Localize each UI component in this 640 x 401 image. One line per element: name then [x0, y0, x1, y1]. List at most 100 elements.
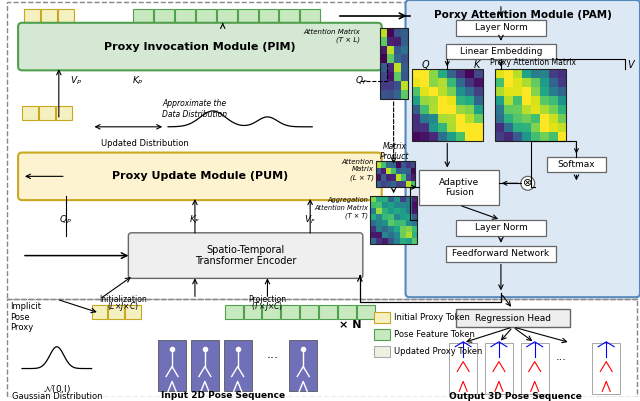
Bar — [557, 114, 566, 123]
Bar — [446, 246, 556, 261]
Bar — [58, 9, 74, 23]
Bar — [394, 28, 401, 36]
Bar — [447, 132, 456, 141]
Bar — [394, 220, 399, 226]
Bar — [394, 202, 399, 208]
Bar — [380, 28, 408, 99]
Bar — [41, 9, 57, 23]
Bar — [7, 299, 637, 397]
FancyBboxPatch shape — [406, 0, 640, 297]
Bar — [401, 181, 406, 187]
Bar — [412, 78, 420, 87]
Bar — [390, 174, 396, 181]
Bar — [380, 72, 387, 81]
Bar — [387, 36, 394, 46]
Bar — [399, 196, 406, 202]
FancyBboxPatch shape — [129, 233, 363, 278]
Bar — [522, 132, 531, 141]
Bar — [474, 69, 483, 78]
Bar — [495, 96, 504, 105]
Bar — [420, 78, 429, 87]
Bar — [465, 123, 474, 132]
Bar — [406, 232, 412, 238]
Bar — [447, 69, 456, 78]
Text: Updated Distribution: Updated Distribution — [101, 139, 189, 148]
Bar — [522, 123, 531, 132]
Bar — [387, 63, 394, 72]
Bar — [495, 132, 504, 141]
Text: $Q_P$: $Q_P$ — [60, 214, 72, 226]
Bar — [548, 69, 557, 78]
Text: Attention Matrix: Attention Matrix — [303, 29, 360, 35]
Bar — [406, 238, 412, 244]
Bar — [388, 220, 394, 226]
Bar — [513, 69, 522, 78]
Bar — [412, 238, 417, 244]
Bar — [396, 162, 401, 168]
Bar — [412, 220, 417, 226]
Bar — [465, 114, 474, 123]
Bar — [513, 114, 522, 123]
Bar — [376, 232, 381, 238]
Bar — [376, 162, 415, 187]
Bar — [548, 105, 557, 114]
Bar — [410, 162, 415, 168]
Bar — [388, 232, 394, 238]
Bar — [386, 162, 390, 168]
Text: $(T × J × C)$: $(T × J × C)$ — [252, 300, 284, 313]
Bar — [438, 78, 447, 87]
Bar — [387, 55, 394, 63]
Text: $Q_F$: $Q_F$ — [355, 75, 368, 87]
Bar — [465, 78, 474, 87]
Bar — [386, 181, 390, 187]
Bar — [154, 9, 174, 23]
Bar — [300, 9, 320, 23]
Bar — [429, 69, 438, 78]
Bar — [429, 105, 438, 114]
Bar — [394, 63, 401, 72]
Bar — [465, 87, 474, 96]
Bar — [540, 78, 548, 87]
Bar — [522, 96, 531, 105]
Text: (L × T): (L × T) — [349, 174, 374, 180]
Bar — [381, 238, 388, 244]
Bar — [338, 305, 356, 319]
Bar — [410, 181, 415, 187]
Bar — [394, 36, 401, 46]
Bar — [438, 105, 447, 114]
Bar — [406, 202, 412, 208]
Bar — [513, 105, 522, 114]
Text: Attention Matrix: Attention Matrix — [314, 205, 368, 211]
Bar — [175, 9, 195, 23]
Bar — [191, 340, 219, 391]
Bar — [412, 202, 417, 208]
Bar — [540, 132, 548, 141]
Bar — [504, 69, 513, 78]
Bar — [394, 232, 399, 238]
Bar — [495, 87, 504, 96]
Bar — [456, 220, 546, 236]
Bar — [557, 123, 566, 132]
Bar — [531, 96, 540, 105]
Bar — [217, 9, 237, 23]
Bar — [370, 232, 376, 238]
Bar — [388, 202, 394, 208]
Bar — [406, 174, 410, 181]
Bar — [376, 174, 381, 181]
Bar — [447, 96, 456, 105]
Bar — [531, 114, 540, 123]
Text: Initialization: Initialization — [99, 295, 147, 304]
Bar — [513, 123, 522, 132]
Bar — [381, 196, 388, 202]
Bar — [380, 63, 387, 72]
Bar — [376, 226, 381, 232]
Text: Initial Proxy Token: Initial Proxy Token — [394, 313, 470, 322]
Bar — [390, 162, 396, 168]
Bar — [376, 181, 381, 187]
Bar — [319, 305, 337, 319]
Bar — [388, 238, 394, 244]
Bar — [557, 105, 566, 114]
Bar — [300, 305, 318, 319]
Text: $(L × J × C)$: $(L × J × C)$ — [108, 300, 140, 313]
Bar — [456, 69, 465, 78]
